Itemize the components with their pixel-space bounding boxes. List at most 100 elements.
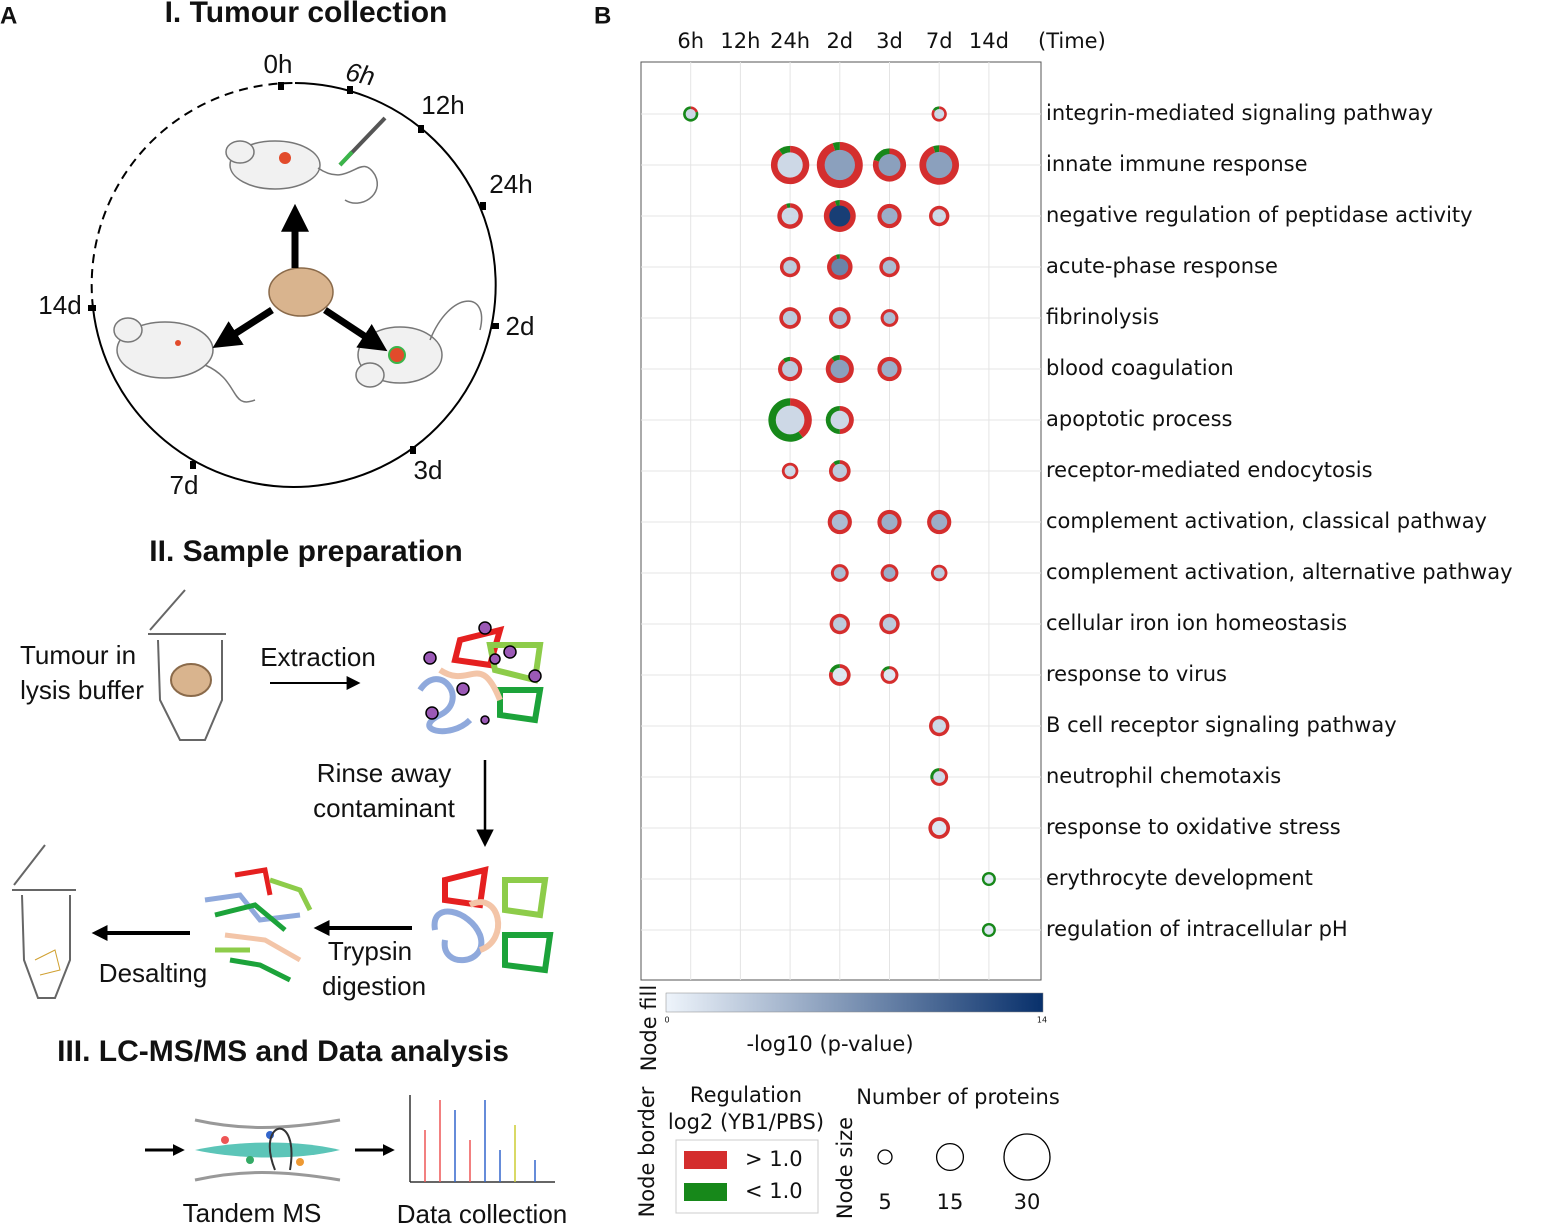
node-fill [934,108,945,120]
bubble [879,256,900,278]
legend-title: Node fill [637,985,661,1071]
size-swatch [877,1149,893,1165]
tumour [268,267,334,317]
bubble [872,148,907,182]
node-fill [784,465,796,477]
bubble [981,872,996,886]
node-fill [882,617,897,631]
bubble [777,203,803,229]
node-fill [881,208,898,224]
bubble [931,106,947,122]
node-fill [777,152,803,178]
bubble [929,205,950,227]
step-text: digestion [322,971,426,1001]
bubble [877,356,902,382]
legend-swatch [684,1151,727,1169]
x-tick-label: 6h [677,29,704,53]
clock-ticks [88,82,499,469]
bubble [877,509,902,535]
bubble [827,254,853,280]
row-label: innate immune response [1046,152,1308,176]
legend-swatch [684,1183,727,1201]
colorbar-tick: 0 [664,1016,669,1025]
row-label: cellular iron ion homeostasis [1046,611,1347,635]
x-axis-label: (Time) [1038,29,1106,53]
bubble [827,509,852,535]
bubble [919,145,960,185]
bubble [828,307,851,329]
timepoint: 24h [489,169,532,199]
section-title: III. LC-MS/MS and Data analysis [57,1035,509,1068]
x-tick-label: 24h [770,29,810,53]
timepoint: 2d [506,311,535,341]
panel-label: A [0,2,17,29]
row-label: complement activation, classical pathway [1046,509,1487,533]
timepoint: 3d [414,455,443,485]
node-fill [830,359,850,379]
legend-box [675,1139,819,1214]
row-label: blood coagulation [1046,356,1234,380]
node-fill [829,205,851,227]
node-fill [831,258,849,276]
row-label: integrin-mediated signaling pathway [1046,101,1433,125]
node-fill [932,719,946,733]
bubble [823,200,856,232]
row-label: apoptotic process [1046,407,1232,431]
tube [12,844,76,999]
bubble [781,462,799,480]
timepoint: 0h [264,49,293,79]
node-fill [984,874,994,884]
node-fill [926,151,953,179]
ms-diagram [194,1118,341,1182]
bubble [777,356,803,382]
size-label: 15 [937,1190,964,1214]
timepoint: 14d [38,290,81,320]
plot-frame [640,61,1042,981]
size-swatch [1003,1133,1051,1181]
node-fill [881,514,898,530]
panel-label: B [594,2,611,29]
legend-label: -log10 (p-value) [746,1032,913,1056]
bubble [828,664,851,686]
step-text: Tumour in [20,640,136,670]
size-swatch [935,1142,965,1172]
arrows [212,203,388,352]
row-label: response to oxidative stress [1046,815,1341,839]
x-tick-label: 2d [826,29,853,53]
bubble [879,613,900,635]
node-fill [883,312,896,324]
bubble [981,923,996,937]
bubble [683,106,699,122]
size-label: 30 [1014,1190,1041,1214]
node-fill [832,463,847,479]
row-label: response to virus [1046,662,1227,686]
bubble [927,509,952,535]
row-label: regulation of intracellular pH [1046,917,1348,941]
colorbar [665,992,1044,1013]
bubble [828,460,851,482]
x-tick-label: 7d [926,29,953,53]
bubble [880,309,899,327]
spectrum [409,1095,555,1183]
step-text: Tandem MS [183,1198,322,1228]
row-label: receptor-mediated endocytosis [1046,458,1373,482]
step-text: lysis buffer [20,675,144,705]
node-fill [832,667,847,683]
x-tick-label: 14d [969,29,1009,53]
bubble [829,613,850,635]
row-label: acute-phase response [1046,254,1278,278]
bubble [816,141,863,188]
legend-heading: log2 (YB1/PBS) [668,1110,824,1134]
size-label: 5 [878,1190,891,1214]
timepoint: 12h [421,90,464,120]
node-fill [833,617,847,631]
row-label: negative regulation of peptidase activit… [1046,203,1473,227]
bubble [929,715,950,737]
step-text: Desalting [99,958,207,988]
bubble [880,564,899,582]
node-fill [830,410,850,430]
node-fill [933,567,945,579]
bubble [928,817,951,839]
step-text: contaminant [313,793,455,823]
proteins [431,866,554,974]
